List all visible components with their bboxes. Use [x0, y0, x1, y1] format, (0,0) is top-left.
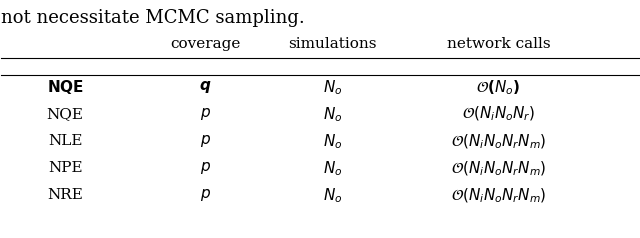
Text: simulations: simulations [289, 37, 377, 51]
Text: network calls: network calls [447, 37, 550, 51]
Text: $N_o$: $N_o$ [323, 186, 342, 205]
Text: NLE: NLE [48, 134, 83, 148]
Text: $p$: $p$ [200, 106, 211, 122]
Text: $\mathcal{O}(N_i N_o N_r)$: $\mathcal{O}(N_i N_o N_r)$ [462, 105, 535, 124]
Text: $p$: $p$ [200, 160, 211, 176]
Text: $\mathcal{O}(N_i N_o N_r N_m)$: $\mathcal{O}(N_i N_o N_r N_m)$ [451, 132, 546, 151]
Text: $\mathcal{O}(N_i N_o N_r N_m)$: $\mathcal{O}(N_i N_o N_r N_m)$ [451, 186, 546, 205]
Text: coverage: coverage [170, 37, 241, 51]
Text: $N_o$: $N_o$ [323, 105, 342, 124]
Text: NQE: NQE [47, 107, 84, 121]
Text: $N_o$: $N_o$ [323, 159, 342, 178]
Text: $\mathbf{NQE}$: $\mathbf{NQE}$ [47, 78, 84, 96]
Text: $\boldsymbol{q}$: $\boldsymbol{q}$ [199, 79, 211, 95]
Text: $\boldsymbol{\mathcal{O}(N_o)}$: $\boldsymbol{\mathcal{O}(N_o)}$ [476, 78, 520, 97]
Text: not necessitate MCMC sampling.: not necessitate MCMC sampling. [1, 9, 305, 27]
Text: NRE: NRE [47, 188, 83, 203]
Text: $p$: $p$ [200, 188, 211, 203]
Text: $\mathcal{O}(N_i N_o N_r N_m)$: $\mathcal{O}(N_i N_o N_r N_m)$ [451, 159, 546, 178]
Text: $N_o$: $N_o$ [323, 132, 342, 151]
Text: $p$: $p$ [200, 133, 211, 149]
Text: $\boldsymbol{N_o}$: $\boldsymbol{N_o}$ [323, 78, 342, 97]
Text: NPE: NPE [48, 161, 83, 175]
